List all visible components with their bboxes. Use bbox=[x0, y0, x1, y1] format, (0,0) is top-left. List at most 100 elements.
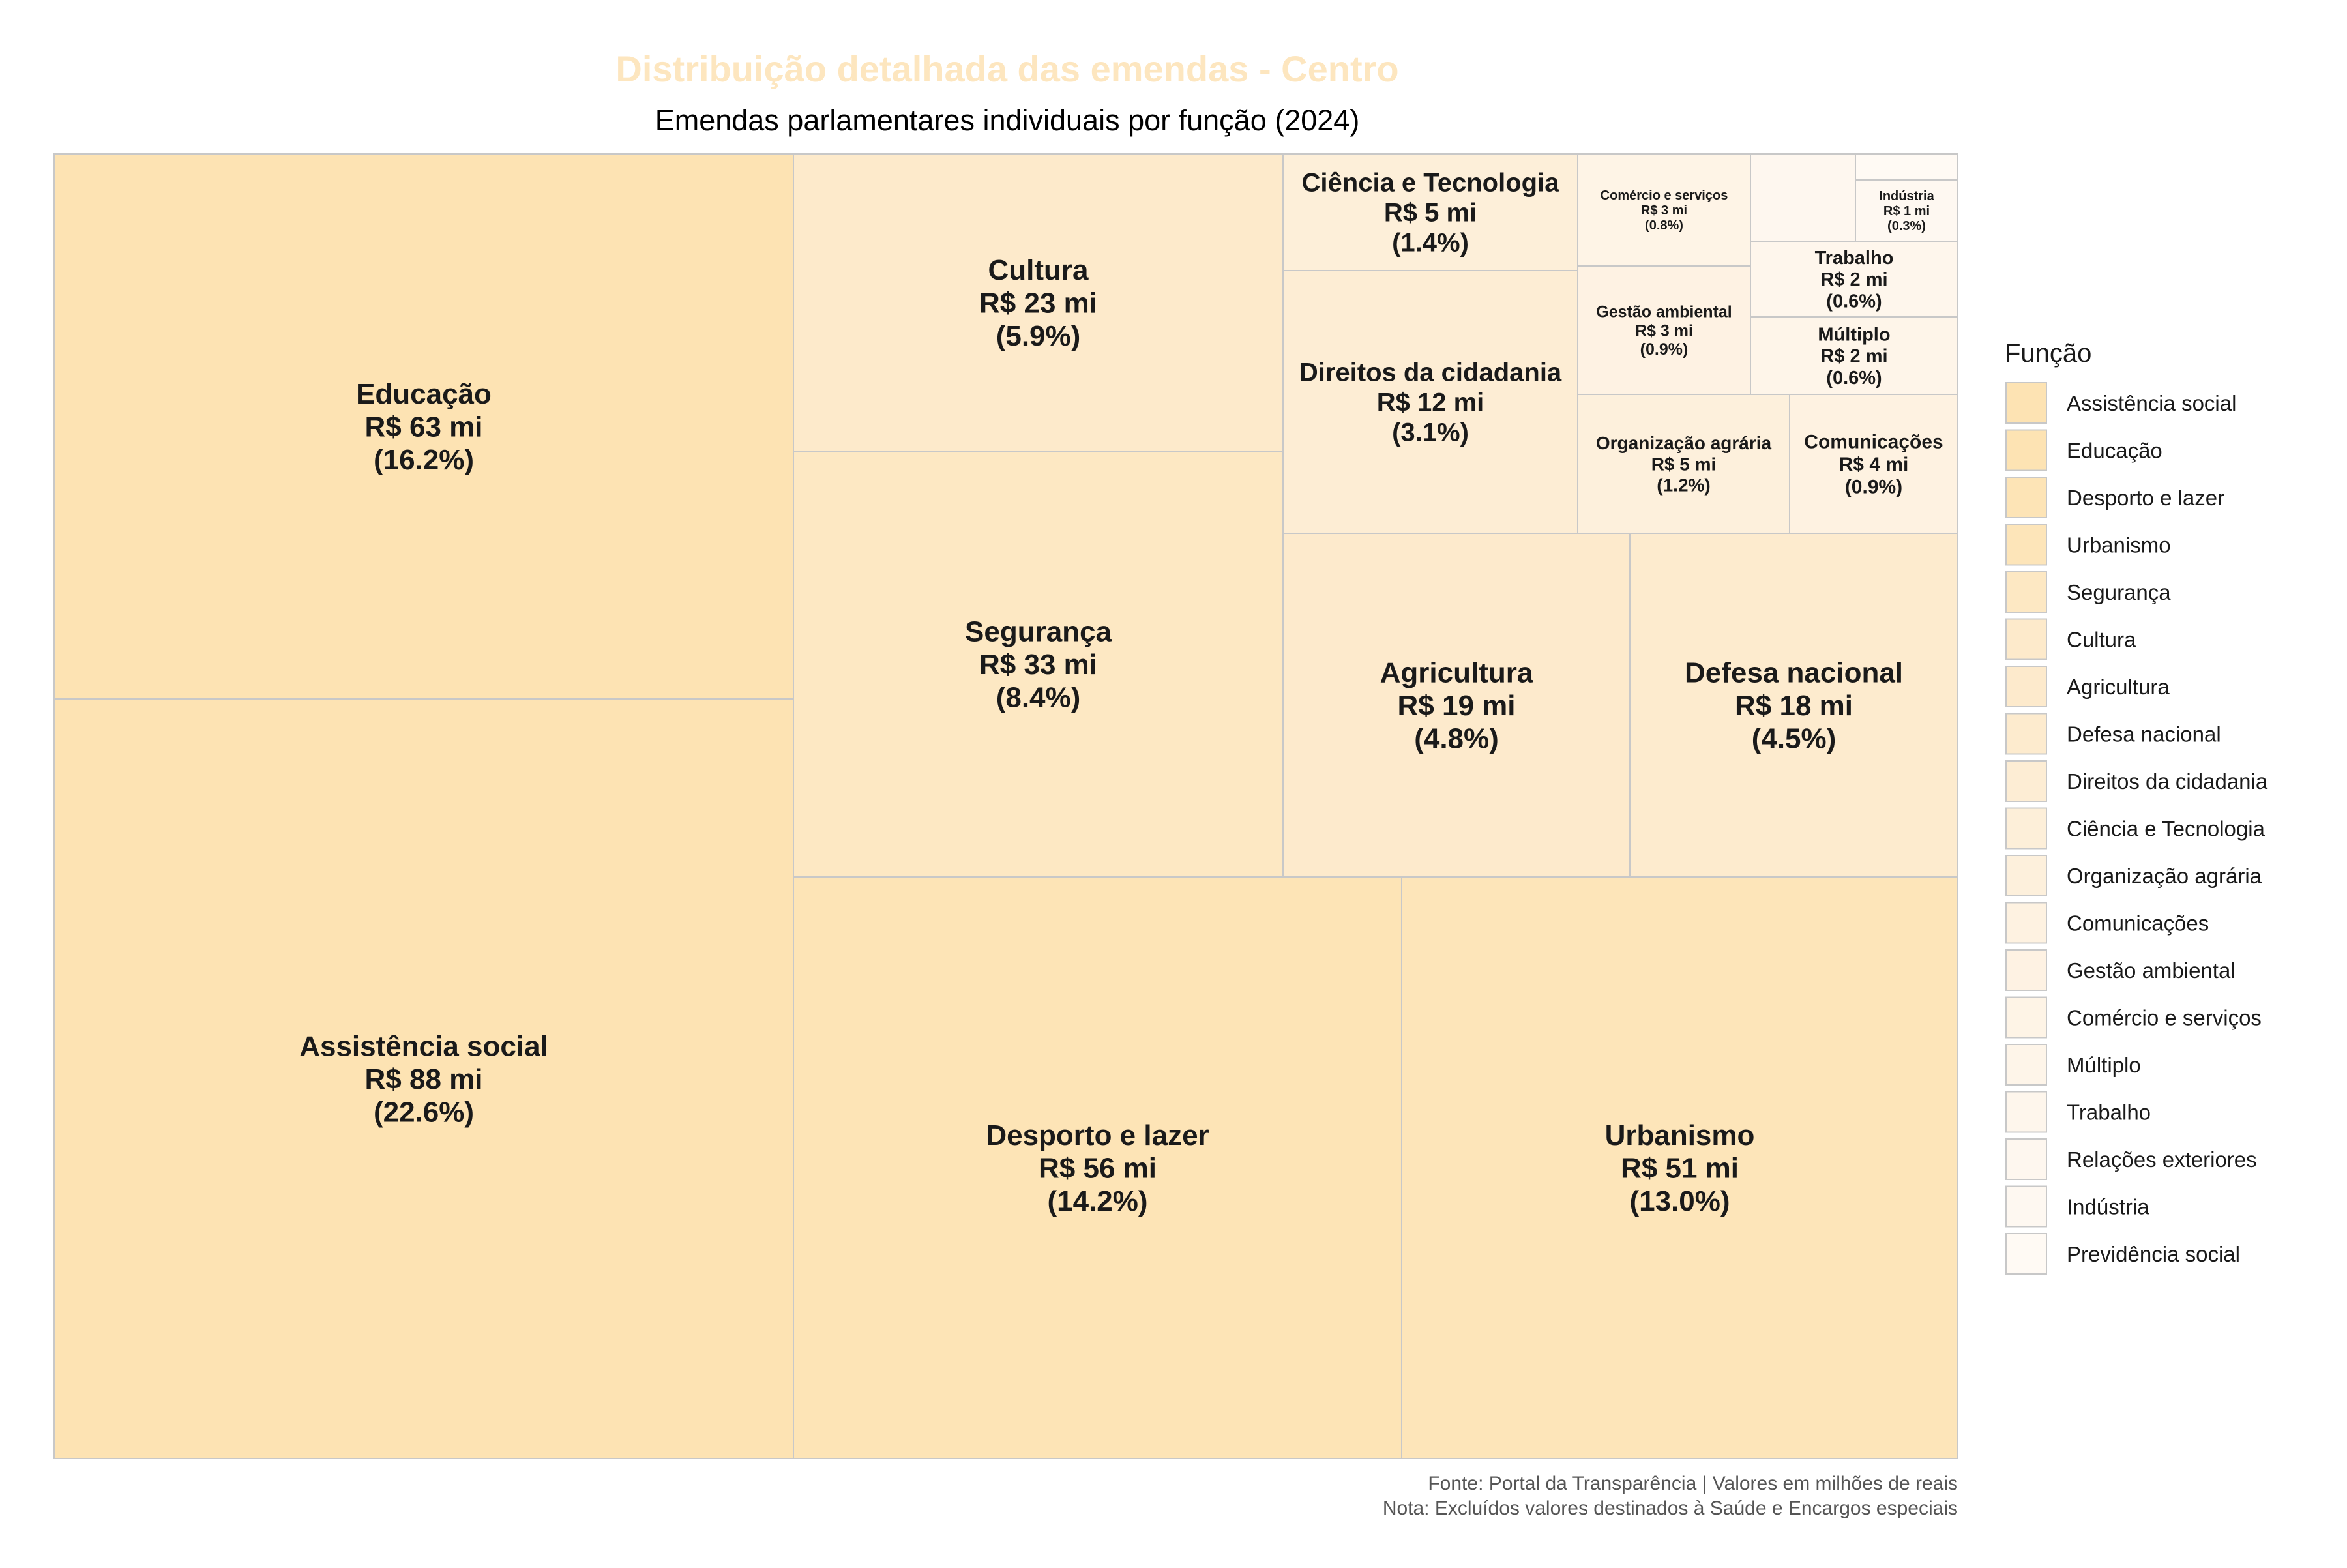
legend-swatch bbox=[2005, 855, 2047, 896]
tile-gestao-ambiental bbox=[1577, 265, 1751, 395]
legend-swatch bbox=[2005, 1233, 2047, 1275]
tile-industria bbox=[1855, 179, 1958, 242]
legend-swatch bbox=[2005, 807, 2047, 850]
tile-label-value: R$ 5 mi bbox=[1384, 199, 1477, 228]
tile-label-name: Múltiplo bbox=[1818, 324, 1890, 345]
tile-agricultura bbox=[1282, 533, 1631, 878]
legend-label: Ciência e Tecnologia bbox=[2067, 817, 2266, 841]
tile-label-name: Trabalho bbox=[1815, 248, 1894, 269]
tile-educacao bbox=[53, 153, 794, 700]
tile-label-pct: (0.9%) bbox=[1845, 477, 1902, 498]
legend-label: Segurança bbox=[2067, 580, 2171, 604]
tile-label-pct: (0.3%) bbox=[1887, 219, 1926, 233]
chart-subtitle: Emendas parlamentares individuais por fu… bbox=[655, 104, 1360, 137]
legend-swatch bbox=[2005, 1185, 2047, 1228]
tile-label-name: Agricultura bbox=[1380, 657, 1533, 688]
legend-label: Desporto e lazer bbox=[2067, 486, 2224, 510]
legend-swatch bbox=[2005, 666, 2047, 707]
legend-swatch bbox=[2005, 1138, 2047, 1180]
tile-label-value: R$ 18 mi bbox=[1735, 690, 1853, 722]
tile-label-name: Direitos da cidadania bbox=[1299, 359, 1562, 387]
legend-label: Urbanismo bbox=[2067, 533, 2171, 557]
tile-label-value: R$ 23 mi bbox=[979, 287, 1097, 319]
tile-comercio-e-servicos bbox=[1577, 153, 1751, 267]
tile-label-pct: (4.8%) bbox=[1414, 723, 1499, 755]
tile-label-pct: (13.0%) bbox=[1629, 1185, 1730, 1217]
tile-label-value: R$ 3 mi bbox=[1641, 203, 1687, 218]
tile-label-pct: (1.4%) bbox=[1392, 229, 1469, 258]
tile-direitos-da-cidadania bbox=[1282, 270, 1578, 534]
caption-source: Fonte: Portal da Transparência | Valores… bbox=[1428, 1473, 1958, 1494]
legend-label: Comunicações bbox=[2067, 911, 2209, 936]
tile-label-name: Assistência social bbox=[299, 1030, 548, 1062]
legend-label: Educação bbox=[2067, 439, 2162, 463]
tile-label-name: Segurança bbox=[965, 615, 1112, 647]
tile-label-value: R$ 51 mi bbox=[1621, 1152, 1739, 1184]
tile-label-pct: (0.6%) bbox=[1826, 291, 1882, 312]
legend-label: Relações exteriores bbox=[2067, 1147, 2257, 1172]
legend-swatch bbox=[2005, 382, 2047, 424]
tile-label-value: R$ 19 mi bbox=[1398, 690, 1516, 722]
tile-assistencia-social bbox=[53, 698, 794, 1459]
chart-title: Distribuição detalhada das emendas - Cen… bbox=[615, 48, 1398, 89]
tile-label-pct: (5.9%) bbox=[996, 320, 1081, 352]
tile-label-value: R$ 1 mi bbox=[1883, 204, 1930, 218]
tile-urbanismo bbox=[1401, 876, 1958, 1459]
legend-label: Agricultura bbox=[2067, 675, 2170, 699]
tile-label-name: Urbanismo bbox=[1605, 1119, 1755, 1151]
tile-label-value: R$ 5 mi bbox=[1651, 454, 1717, 474]
tile-trabalho bbox=[1750, 241, 1958, 318]
legend-swatch bbox=[2005, 996, 2047, 1039]
tile-label-name: Comércio e serviços bbox=[1601, 188, 1728, 203]
tile-label-value: R$ 2 mi bbox=[1820, 269, 1887, 290]
tile-label-name: Indústria bbox=[1879, 189, 1934, 203]
tile-label-pct: (3.1%) bbox=[1392, 419, 1469, 447]
legend: Assistência social Educação Desporto e laz… bbox=[2005, 382, 2268, 1275]
legend-label: Múltiplo bbox=[2067, 1053, 2141, 1077]
tile-cultura bbox=[793, 153, 1284, 452]
legend-swatch bbox=[2005, 1091, 2047, 1133]
tile-label-value: R$ 56 mi bbox=[1039, 1152, 1157, 1184]
tile-label-pct: (4.5%) bbox=[1752, 723, 1837, 755]
legend-swatch bbox=[2005, 524, 2047, 566]
tile-label-name: Gestão ambiental bbox=[1596, 303, 1732, 321]
legend-label: Cultura bbox=[2067, 628, 2136, 652]
tile-label-name: Defesa nacional bbox=[1685, 657, 1903, 688]
legend-label: Indústria bbox=[2067, 1195, 2149, 1219]
legend-swatch bbox=[2005, 713, 2047, 755]
tile-label-pct: (22.6%) bbox=[374, 1097, 474, 1129]
tile-label-pct: (0.8%) bbox=[1645, 218, 1683, 233]
tile-label-pct: (0.6%) bbox=[1826, 368, 1882, 389]
tile-label-value: R$ 33 mi bbox=[979, 649, 1097, 681]
legend-label: Direitos da cidadania bbox=[2067, 769, 2268, 793]
tile-label-name: Cultura bbox=[988, 254, 1089, 286]
tile-relacoes-exteriores bbox=[1750, 153, 1856, 242]
legend-label: Defesa nacional bbox=[2067, 722, 2221, 747]
tile-label-value: R$ 12 mi bbox=[1377, 389, 1484, 417]
legend-swatch bbox=[2005, 571, 2047, 613]
legend-swatch bbox=[2005, 760, 2047, 802]
tile-defesa-nacional bbox=[1629, 533, 1958, 878]
tile-label-value: R$ 3 mi bbox=[1635, 321, 1693, 340]
tile-label-name: Comunicações bbox=[1804, 432, 1943, 453]
legend-swatch bbox=[2005, 949, 2047, 991]
tile-label-name: Organização agrária bbox=[1596, 433, 1772, 453]
legend-label: Comércio e serviços bbox=[2067, 1006, 2262, 1030]
caption-note: Nota: Excluídos valores destinados à Saú… bbox=[1383, 1498, 1958, 1519]
tile-label-value: R$ 63 mi bbox=[365, 411, 483, 443]
legend-title: Função bbox=[2005, 339, 2091, 368]
tile-label-value: R$ 2 mi bbox=[1820, 346, 1887, 367]
tile-label-pct: (8.4%) bbox=[996, 682, 1081, 714]
tile-label-pct: (0.9%) bbox=[1640, 340, 1689, 359]
legend-swatch bbox=[2005, 429, 2047, 471]
tile-label-value: R$ 88 mi bbox=[365, 1063, 483, 1095]
tile-ciencia-e-tecnologia bbox=[1282, 153, 1578, 271]
legend-swatch bbox=[2005, 1044, 2047, 1086]
tile-label-value: R$ 4 mi bbox=[1839, 454, 1909, 475]
tile-label-pct: (16.2%) bbox=[374, 444, 474, 476]
legend-label: Previdência social bbox=[2067, 1242, 2240, 1266]
legend-swatch bbox=[2005, 618, 2047, 660]
legend-label: Trabalho bbox=[2067, 1101, 2151, 1125]
